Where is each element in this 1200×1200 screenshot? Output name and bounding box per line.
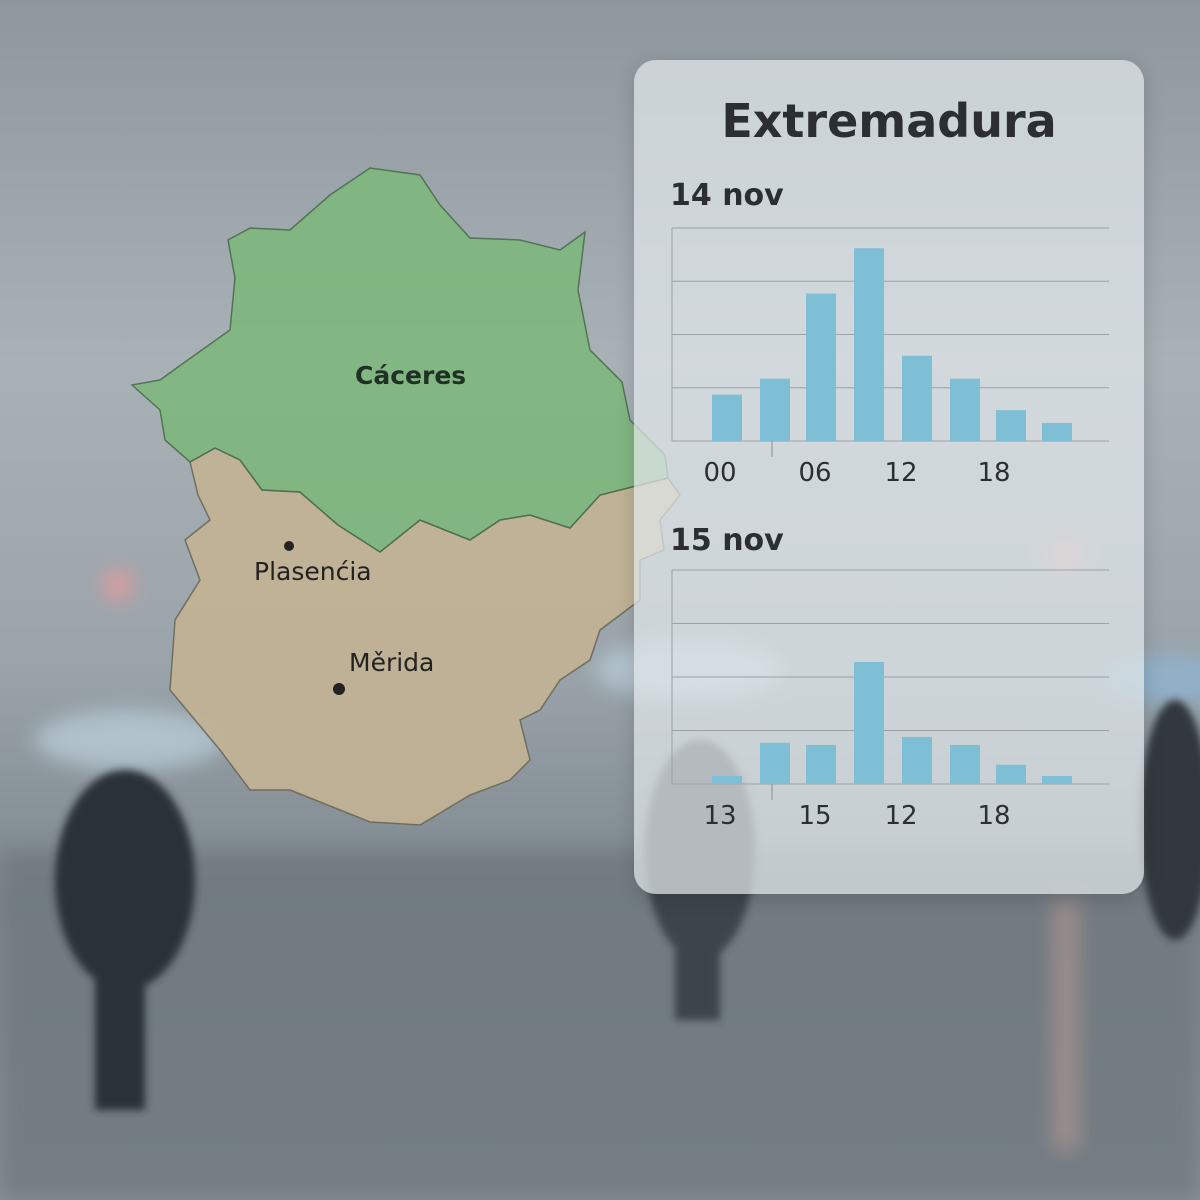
- map-label-caceres: Cáceres: [355, 361, 467, 390]
- bar: [1042, 775, 1072, 784]
- forecast-panel: Extremadura 14 nov 15 nov 00 06 12 18 13 15 12…: [634, 60, 1144, 894]
- x-tick-label: 18: [977, 801, 1010, 831]
- x-tick-label: 13: [703, 801, 736, 831]
- rainfall-bar-charts: 00 06 12 18 13 15 12 18: [671, 227, 1109, 831]
- map-point-plasencia: [284, 541, 294, 551]
- bar: [712, 394, 742, 441]
- bar: [760, 742, 790, 784]
- x-tick-label: 18: [977, 458, 1010, 488]
- bar: [806, 293, 836, 441]
- bar: [902, 736, 932, 784]
- map-label-merida: Měrida: [349, 648, 435, 677]
- map-point-merida: [333, 683, 345, 695]
- bar: [806, 744, 836, 784]
- x-tick-label: 15: [798, 801, 831, 831]
- bar: [760, 378, 790, 441]
- bar: [712, 775, 742, 784]
- chart-title-day2: 15 nov: [670, 523, 784, 558]
- x-tick-label: 12: [884, 458, 917, 488]
- bar: [1042, 422, 1072, 441]
- map-region-caceres[interactable]: [130, 167, 669, 553]
- panel-title: Extremadura: [721, 94, 1057, 148]
- x-tick-label: 00: [703, 458, 736, 488]
- bar: [996, 764, 1026, 784]
- bar: [996, 410, 1026, 441]
- bar: [854, 662, 884, 784]
- bar: [854, 248, 884, 441]
- bar: [902, 355, 932, 441]
- bar: [950, 378, 980, 441]
- bar: [950, 744, 980, 784]
- x-tick-label: 06: [798, 458, 831, 488]
- chart-title-day1: 14 nov: [670, 178, 784, 213]
- map-label-plasencia: Plasenćia: [254, 557, 372, 586]
- x-tick-label: 12: [884, 801, 917, 831]
